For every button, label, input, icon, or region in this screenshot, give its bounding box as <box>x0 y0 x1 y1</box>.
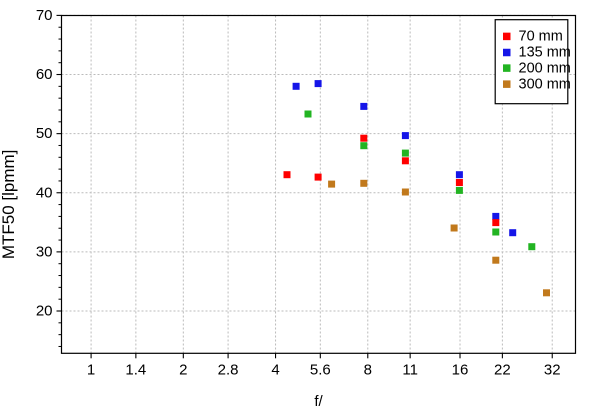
svg-text:70: 70 <box>36 7 53 24</box>
svg-text:300 mm: 300 mm <box>519 76 571 92</box>
svg-text:200 mm: 200 mm <box>519 60 571 76</box>
svg-text:60: 60 <box>36 66 53 83</box>
svg-text:70 mm: 70 mm <box>519 29 563 45</box>
svg-text:f/: f/ <box>314 393 323 410</box>
svg-text:1: 1 <box>87 361 95 378</box>
svg-text:2.8: 2.8 <box>218 361 239 378</box>
svg-text:2: 2 <box>179 361 187 378</box>
svg-text:32: 32 <box>544 361 561 378</box>
svg-text:50: 50 <box>36 125 53 142</box>
svg-text:135 mm: 135 mm <box>519 45 571 61</box>
svg-text:5.6: 5.6 <box>310 361 331 378</box>
svg-text:MTF50 [lpmm]: MTF50 [lpmm] <box>0 150 18 260</box>
svg-text:11: 11 <box>402 361 418 378</box>
svg-text:40: 40 <box>36 184 53 201</box>
svg-text:1.4: 1.4 <box>125 361 146 378</box>
svg-text:30: 30 <box>36 243 53 260</box>
svg-text:16: 16 <box>452 361 469 378</box>
svg-text:4: 4 <box>271 361 279 378</box>
svg-text:22: 22 <box>494 361 511 378</box>
svg-text:8: 8 <box>364 361 372 378</box>
svg-text:20: 20 <box>36 303 53 320</box>
